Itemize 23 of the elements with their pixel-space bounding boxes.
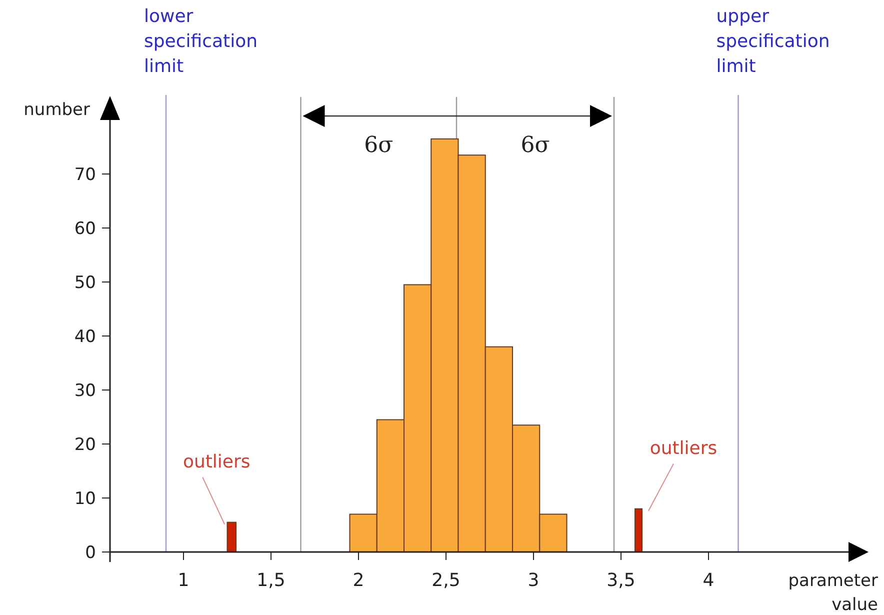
x-tick-label: 3,5 [606,570,636,591]
y-tick-label: 10 [74,489,96,509]
y-tick-label: 20 [74,435,96,455]
y-tick-label: 0 [85,543,96,563]
x-tick-label: 1,5 [256,570,286,591]
ref-line-label: upper specification limit [716,6,830,77]
y-tick-label: 40 [74,327,96,347]
y-tick-label: 30 [74,381,96,401]
x-tick-label: 2,5 [432,570,460,591]
x-tick-label: 3 [528,570,540,591]
y-axis-title: number [24,100,90,120]
x-tick-label: 2 [352,570,364,591]
x-tick-label: 4 [702,570,714,591]
x-tick-label: 1 [178,570,190,591]
annotation: outliers [182,451,250,472]
y-tick-label: 70 [74,165,96,185]
y-tick-label: 60 [74,219,96,239]
x-axis-title: parameter value [788,571,878,615]
annotation: 6σ [364,133,394,158]
y-tick-label: 50 [74,273,96,293]
annotation: outliers [650,438,718,459]
ref-line-label: lower specification limit [144,6,258,77]
annotation: 6σ [520,133,550,158]
